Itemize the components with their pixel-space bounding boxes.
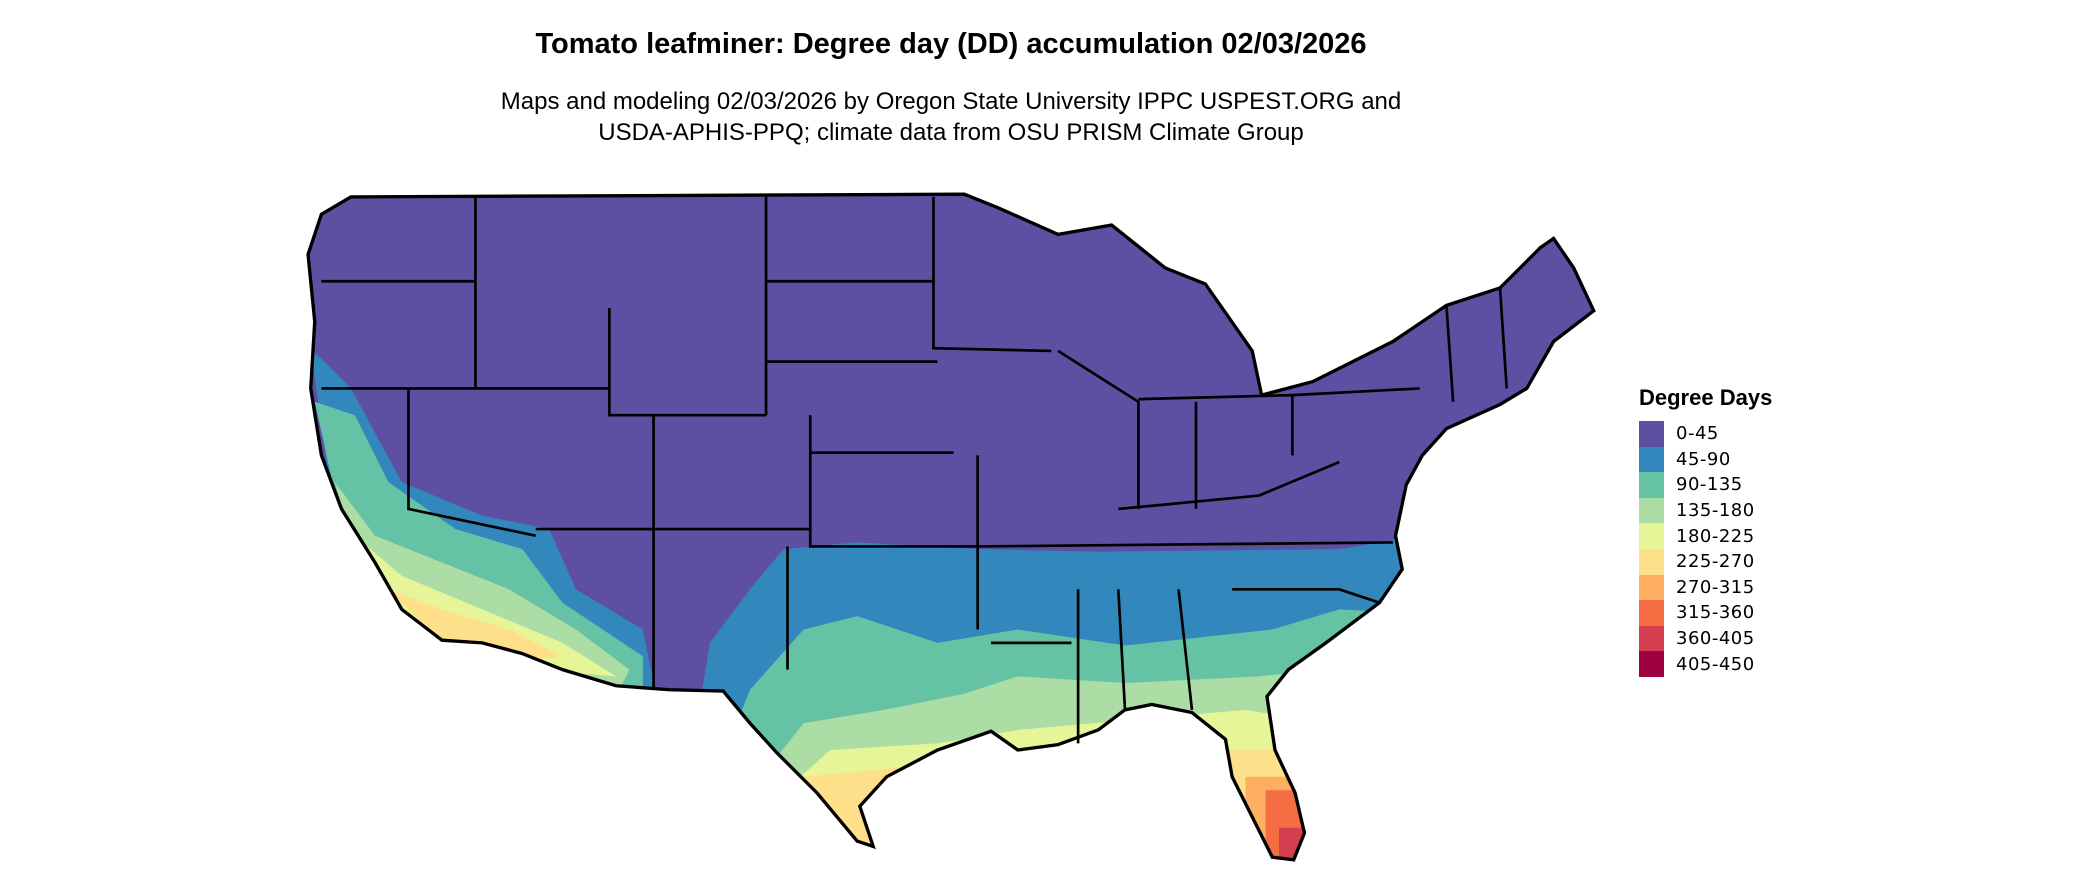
legend-item: 0-45 (1639, 421, 1772, 447)
zone-0-45 (308, 194, 1594, 860)
legend-item: 135-180 (1639, 497, 1772, 524)
legend: Degree Days 0-45 45-90 90-135 135-180 180-22… (1639, 385, 1772, 677)
legend-swatch (1639, 523, 1664, 549)
map-title: Tomato leafminer: Degree day (DD) accumu… (535, 28, 1367, 60)
legend-item: 315-360 (1639, 600, 1772, 626)
legend-item: 270-315 (1639, 574, 1772, 601)
legend-label: 45-90 (1676, 448, 1731, 470)
legend-label: 405-450 (1676, 653, 1755, 675)
legend-title: Degree Days (1639, 385, 1773, 410)
legend-label: 180-225 (1676, 525, 1755, 547)
zone-225-270-west (388, 589, 563, 663)
legend-label: 315-360 (1676, 602, 1755, 624)
legend-swatch (1639, 651, 1664, 677)
legend-swatch (1639, 446, 1664, 473)
legend-label: 0-45 (1676, 423, 1719, 445)
legend-item: 360-405 (1639, 625, 1772, 652)
legend-label: 360-405 (1676, 628, 1755, 650)
legend-item: 180-225 (1639, 523, 1772, 549)
legend-item: 45-90 (1639, 446, 1772, 473)
legend-swatch (1639, 548, 1664, 575)
map-subtitle: Maps and modeling 02/03/2026 by Oregon S… (0, 86, 1902, 148)
legend-swatch (1639, 421, 1664, 447)
legend-swatch (1639, 497, 1664, 524)
zone-180-225-west (354, 535, 617, 677)
legend-swatch (1639, 472, 1664, 498)
legend-item: 225-270 (1639, 548, 1772, 575)
legend-swatch (1639, 600, 1664, 626)
legend-label: 270-315 (1676, 576, 1755, 598)
legend-label: 90-135 (1676, 474, 1743, 496)
legend-label: 225-270 (1676, 551, 1755, 573)
legend-item: 405-450 (1639, 651, 1772, 677)
legend-label: 135-180 (1676, 500, 1755, 522)
legend-swatch (1639, 625, 1664, 652)
subtitle-line-1: Maps and modeling 02/03/2026 by Oregon S… (500, 88, 1402, 115)
legend-item: 90-135 (1639, 472, 1772, 498)
legend-swatch (1639, 574, 1664, 601)
state-boundaries (321, 196, 1509, 744)
subtitle-line-2: USDA-APHIS-PPQ; climate data from OSU PR… (598, 119, 1304, 146)
